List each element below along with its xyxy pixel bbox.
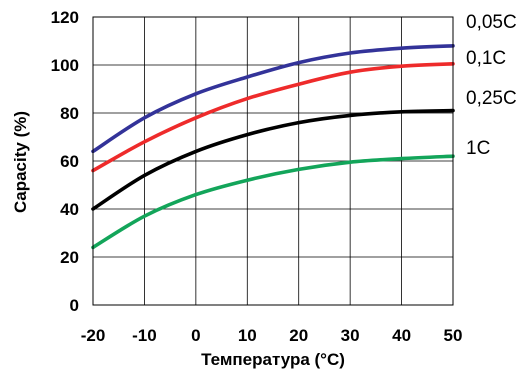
x-axis-label: Температура (°C) [201, 350, 345, 369]
y-tick-label: 20 [60, 248, 79, 267]
series-label: 0,25C [466, 88, 517, 109]
x-tick-label: 50 [444, 326, 463, 345]
x-tick-labels: -20 -10 0 10 20 30 40 50 [81, 326, 463, 345]
series-line [91, 44, 455, 154]
x-tick-label: 40 [392, 326, 411, 345]
series-lines [91, 44, 455, 250]
series-label: 1C [466, 138, 490, 159]
x-tick-label: -10 [132, 326, 157, 345]
series-label: 0,05C [466, 12, 517, 33]
y-tick-label: 40 [60, 200, 79, 219]
y-tick-label: 120 [51, 8, 79, 27]
y-tick-label: 60 [60, 152, 79, 171]
plot-frame [92, 16, 454, 306]
series-line [91, 62, 455, 173]
y-tick-label: 100 [51, 56, 79, 75]
series-line [91, 154, 455, 250]
x-tick-label: 20 [289, 326, 308, 345]
y-tick-label: 0 [70, 296, 79, 315]
series-line [91, 108, 455, 211]
x-tick-label: 30 [341, 326, 360, 345]
x-tick-label: -20 [81, 326, 106, 345]
y-axis-label: Capacity (%) [11, 111, 30, 213]
x-tick-label: 0 [191, 326, 200, 345]
grid [92, 16, 454, 306]
series-labels: 0,05C 0,1C 0,25C 1C [466, 12, 517, 159]
y-tick-label: 80 [60, 104, 79, 123]
x-tick-label: 10 [238, 326, 257, 345]
y-tick-labels: 0 20 40 60 80 100 120 [51, 8, 79, 315]
series-label: 0,1C [466, 48, 506, 69]
